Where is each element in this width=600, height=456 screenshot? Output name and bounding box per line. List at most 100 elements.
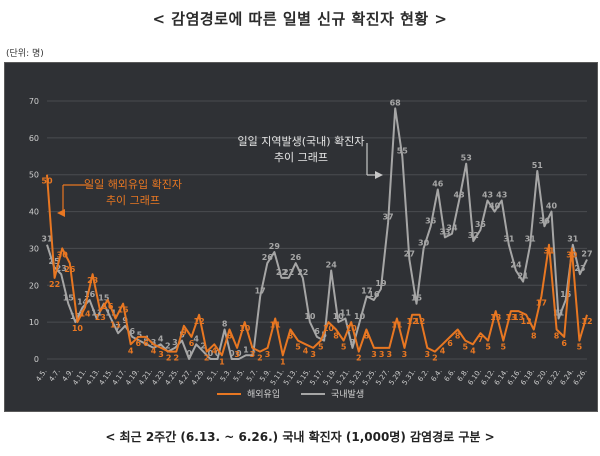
data-label-overseas: 5 <box>485 343 491 352</box>
data-label-overseas: 12 <box>407 317 418 326</box>
chart-panel: 0 10 20 30 40 50 60 70 4.5. 4.7. 4.9. 4.11. 4.13. 4.… <box>4 62 598 412</box>
data-label-overseas: 1 <box>219 357 225 366</box>
x-tick-label: 5.1. <box>206 368 220 384</box>
data-label-domestic: 32 <box>468 231 479 240</box>
data-label-domestic: 26 <box>290 253 302 262</box>
data-label-overseas: 2 <box>174 354 180 363</box>
data-label-overseas: 6 <box>447 339 453 348</box>
data-label-overseas: 3 <box>310 350 316 359</box>
data-label-domestic: 37 <box>382 213 393 222</box>
data-label-overseas: 26 <box>64 265 76 274</box>
data-label-overseas: 4 <box>303 346 309 355</box>
data-label-domestic: 68 <box>390 98 402 107</box>
data-label-domestic: 1 <box>243 345 249 354</box>
data-label-overseas: 13 <box>505 313 516 322</box>
data-label-overseas: 3 <box>250 350 256 359</box>
data-label-overseas: 4 <box>212 346 218 355</box>
data-label-domestic: 14 <box>77 297 89 306</box>
series-line-overseas <box>46 174 588 357</box>
y-tick-label: 20 <box>29 281 39 290</box>
annotation-domestic-line-1: 일일 지역발생(국내) 확진자 <box>238 134 365 148</box>
data-label-overseas: 5 <box>295 343 301 352</box>
data-label-overseas: 4 <box>128 346 134 355</box>
data-label-overseas: 2 <box>204 354 210 363</box>
data-label-overseas: 13 <box>513 313 524 322</box>
data-label-overseas: 2 <box>356 354 362 363</box>
y-tick-label: 60 <box>29 134 39 143</box>
data-label-overseas: 8 <box>333 332 339 341</box>
data-label-domestic: 10 <box>70 312 82 321</box>
data-label-domestic: 43 <box>496 191 507 200</box>
gridlines <box>47 100 587 360</box>
x-tick-label: 6.26. <box>572 368 589 387</box>
data-label-domestic: 31 <box>567 235 579 244</box>
data-label-overseas: 15 <box>117 306 129 315</box>
y-tick-label: 40 <box>29 208 39 217</box>
data-label-domestic: 23 <box>56 264 67 273</box>
data-label-overseas: 6 <box>561 339 567 348</box>
data-label-domestic: 0 <box>215 349 221 358</box>
data-label-domestic: 4 <box>193 334 199 343</box>
annotation-domestic: 일일 지역발생(국내) 확진자 추이 그래프 <box>238 134 383 179</box>
data-label-overseas: 8 <box>554 332 560 341</box>
data-label-domestic: 10 <box>354 312 366 321</box>
data-label-domestic: 43 <box>482 191 493 200</box>
data-label-overseas: 12 <box>521 317 532 326</box>
y-tick-label: 0 <box>34 355 39 364</box>
y-tick-label: 30 <box>29 244 39 253</box>
x-tick-label: 4.5. <box>34 368 48 384</box>
x-tick-label: 5.7. <box>245 368 259 384</box>
data-label-overseas: 6 <box>189 339 195 348</box>
data-label-domestic: 21 <box>517 272 529 281</box>
annotation-overseas-line-1: 일일 해외유입 확진자 <box>84 177 182 191</box>
x-axis: 4.5.4.7.4.9.4.11.4.13.4.15.4.17.4.19.4.2… <box>34 368 588 387</box>
annotation-overseas-line-2: 추이 그래프 <box>106 194 160 207</box>
data-label-domestic: 24 <box>510 261 522 270</box>
data-label-overseas: 3 <box>234 350 240 359</box>
data-label-domestic: 34 <box>446 224 458 233</box>
data-label-domestic: 19 <box>375 279 387 288</box>
data-label-overseas: 11 <box>270 321 282 330</box>
data-label-domestic: 5 <box>321 331 327 340</box>
x-tick-label: 6.2. <box>416 368 430 384</box>
data-label-domestic: 36 <box>539 216 551 225</box>
data-label-domestic: 23 <box>574 264 585 273</box>
data-label-domestic: 2 <box>201 342 207 351</box>
y-axis: 0 10 20 30 40 50 60 70 <box>29 97 39 364</box>
data-label-domestic: 16 <box>368 290 380 299</box>
data-label-overseas: 30 <box>566 250 578 259</box>
data-label-overseas: 2 <box>432 354 438 363</box>
unit-label: (단위: 명) <box>6 49 44 59</box>
y-tick-label: 70 <box>29 97 39 106</box>
data-label-domestic: 7 <box>115 323 121 332</box>
data-label-domestic: 5 <box>137 331 143 340</box>
data-label-domestic: 36 <box>425 216 437 225</box>
data-label-domestic: 4 <box>158 334 164 343</box>
x-tick-label: 6.6. <box>443 368 457 384</box>
x-tick-label: 4.29. <box>190 368 207 387</box>
legend-label-domestic: 국내발생 <box>331 389 364 400</box>
data-label-domestic: 2 <box>165 342 171 351</box>
data-label-overseas: 6 <box>143 339 149 348</box>
data-label-domestic: 24 <box>326 261 338 270</box>
data-label-overseas: 8 <box>531 332 537 341</box>
data-label-overseas: 1 <box>280 357 286 366</box>
data-label-overseas: 10 <box>72 324 84 333</box>
data-label-domestic: 29 <box>269 242 281 251</box>
data-label-overseas: 13 <box>95 313 106 322</box>
data-label-overseas: 5 <box>463 343 469 352</box>
data-label-domestic: 40 <box>546 202 558 211</box>
data-label-overseas: 8 <box>364 332 370 341</box>
data-label-domestic: 3 <box>151 338 157 347</box>
data-label-domestic: 51 <box>532 161 544 170</box>
data-label-overseas: 3 <box>402 350 408 359</box>
data-label-domestic: 17 <box>255 286 266 295</box>
data-label-domestic: 27 <box>581 250 592 259</box>
data-label-domestic: 22 <box>276 268 287 277</box>
data-label-domestic: 11 <box>91 309 103 318</box>
data-label-domestic: 16 <box>84 290 96 299</box>
data-label-domestic: 6 <box>129 327 135 336</box>
footer-caption: < 최근 2주간 (6.13. ~ 6.26.) 국내 확진자 (1,000명)… <box>105 430 495 444</box>
data-label-overseas: 10 <box>346 324 358 333</box>
